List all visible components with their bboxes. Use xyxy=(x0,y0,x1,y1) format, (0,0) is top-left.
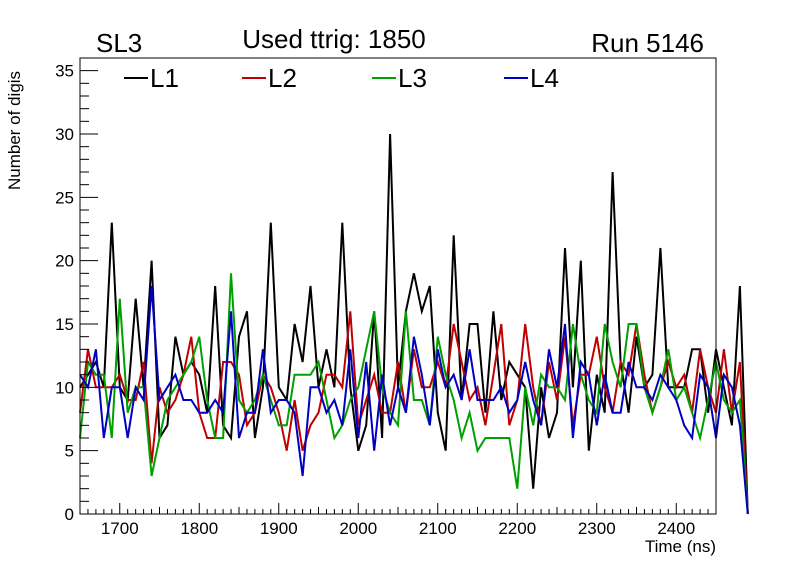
x-tick-label: 2400 xyxy=(657,519,695,538)
series-line-l4 xyxy=(79,285,749,515)
x-tick-label: 2000 xyxy=(339,519,377,538)
y-tick-label: 35 xyxy=(55,62,74,81)
legend-label-l4: L4 xyxy=(530,63,559,93)
y-axis: 0 5 10 15 20 25 30 35 xyxy=(55,57,98,524)
x-tick-label: 1900 xyxy=(260,519,298,538)
x-tick-label: 2300 xyxy=(578,519,616,538)
legend-label-l2: L2 xyxy=(268,63,297,93)
y-tick-label: 30 xyxy=(55,125,74,144)
y-tick-label: 5 xyxy=(65,442,74,461)
y-tick-label: 0 xyxy=(65,505,74,524)
chart-title: Used ttrig: 1850 xyxy=(242,24,426,54)
legend-label-l3: L3 xyxy=(398,63,427,93)
y-axis-label: Number of digis xyxy=(5,71,24,190)
x-tick-label: 2100 xyxy=(419,519,457,538)
x-tick-label: 2200 xyxy=(498,519,536,538)
y-tick-label: 20 xyxy=(55,252,74,271)
chart-label-left: SL3 xyxy=(96,28,142,58)
legend: L1 L2 L3 L4 xyxy=(124,63,559,93)
series-layer xyxy=(79,133,749,515)
series-line-l3 xyxy=(79,273,749,515)
y-tick-label: 15 xyxy=(55,315,74,334)
y-tick-label: 10 xyxy=(55,378,74,397)
x-axis: 1700 1800 1900 2000 2100 2200 2300 2400 xyxy=(79,503,717,538)
run-label: Run 5146 xyxy=(591,28,704,58)
x-tick-label: 1800 xyxy=(180,519,218,538)
y-tick-label: 25 xyxy=(55,188,74,207)
legend-label-l1: L1 xyxy=(150,63,179,93)
x-axis-label: Time (ns) xyxy=(645,537,716,556)
x-tick-label: 1700 xyxy=(101,519,139,538)
